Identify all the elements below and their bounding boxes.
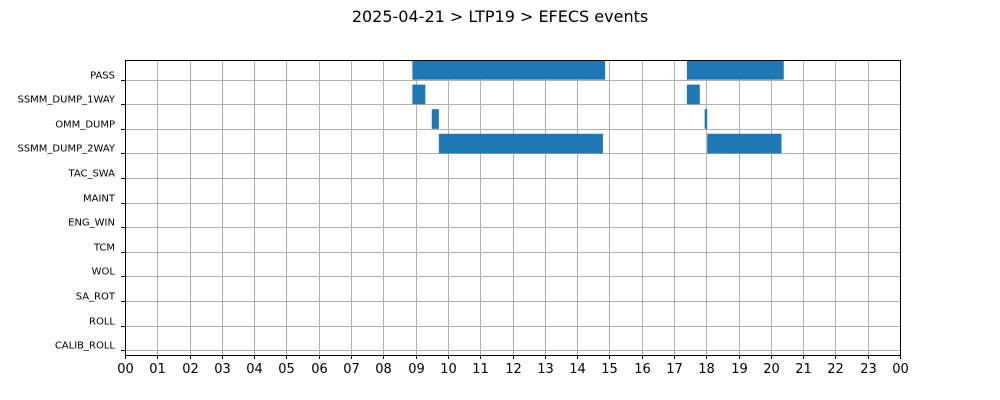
grid-layer [125, 60, 901, 355]
x-tick-label: 00 [117, 362, 134, 377]
x-tick-label: 11 [472, 362, 489, 377]
x-tick-label: 21 [795, 362, 812, 377]
x-tick-label: 05 [278, 362, 295, 377]
x-tick-label: 07 [343, 362, 360, 377]
x-tick-label: 19 [731, 362, 748, 377]
bars-layer [412, 60, 784, 154]
x-tick-label: 13 [537, 362, 554, 377]
y-tick-label: TCM [93, 243, 115, 254]
event-bar-omm-dump [431, 109, 439, 129]
event-bar-ssmm-dump-2way [707, 133, 782, 154]
y-tick-label: SSMM_DUMP_2WAY [17, 144, 115, 155]
chart-title: 2025-04-21 > LTP19 > EFECS events [352, 7, 648, 26]
x-tick-label: 23 [860, 362, 877, 377]
x-tick-label: 02 [182, 362, 199, 377]
y-tick-label: CALIB_ROLL [55, 341, 116, 352]
x-tick-label: 16 [634, 362, 651, 377]
x-tick-label: 08 [375, 362, 392, 377]
x-tick-label: 09 [408, 362, 425, 377]
x-tick-label: 22 [827, 362, 844, 377]
y-tick-label: OMM_DUMP [55, 120, 115, 131]
plot-frame [125, 60, 901, 356]
event-bar-ssmm-dump-1way [412, 84, 426, 105]
y-tick-label: TAC_SWA [67, 169, 115, 180]
x-tick-label: 18 [698, 362, 715, 377]
x-tick-label: 10 [440, 362, 457, 377]
y-tick-label: ENG_WIN [68, 218, 115, 229]
x-tick-label: 06 [311, 362, 328, 377]
x-tick-label: 00 [892, 362, 909, 377]
x-tick-label: 20 [763, 362, 780, 377]
x-tick-label: 04 [246, 362, 263, 377]
y-tick-label: MAINT [83, 194, 116, 205]
x-tick-label: 12 [505, 362, 522, 377]
x-tick-label: 01 [149, 362, 166, 377]
x-tick-label: 14 [569, 362, 586, 377]
event-bar-pass [412, 60, 606, 80]
x-tick-label: 03 [214, 362, 231, 377]
event-bar-pass [686, 60, 784, 80]
x-tick-label: 15 [601, 362, 618, 377]
y-axis: PASS SSMM_DUMP_1WAY OMM_DUMP SSMM_DUMP_2WAY… [17, 71, 125, 352]
y-tick-label: PASS [90, 71, 115, 82]
y-tick-label: ROLL [89, 317, 115, 328]
y-tick-label: SSMM_DUMP_1WAY [17, 95, 115, 106]
x-axis: 00 01 02 03 04 05 06 07 08 09 10 11 12 13 14 15 16 17 18 19… [117, 355, 909, 377]
y-tick-label: SA_ROT [76, 292, 116, 303]
event-bar-omm-dump [704, 109, 708, 129]
y-tick-label: WOL [92, 267, 116, 278]
x-tick-label: 17 [666, 362, 683, 377]
event-bar-ssmm-dump-1way [686, 84, 700, 105]
event-bar-ssmm-dump-2way [438, 133, 603, 154]
